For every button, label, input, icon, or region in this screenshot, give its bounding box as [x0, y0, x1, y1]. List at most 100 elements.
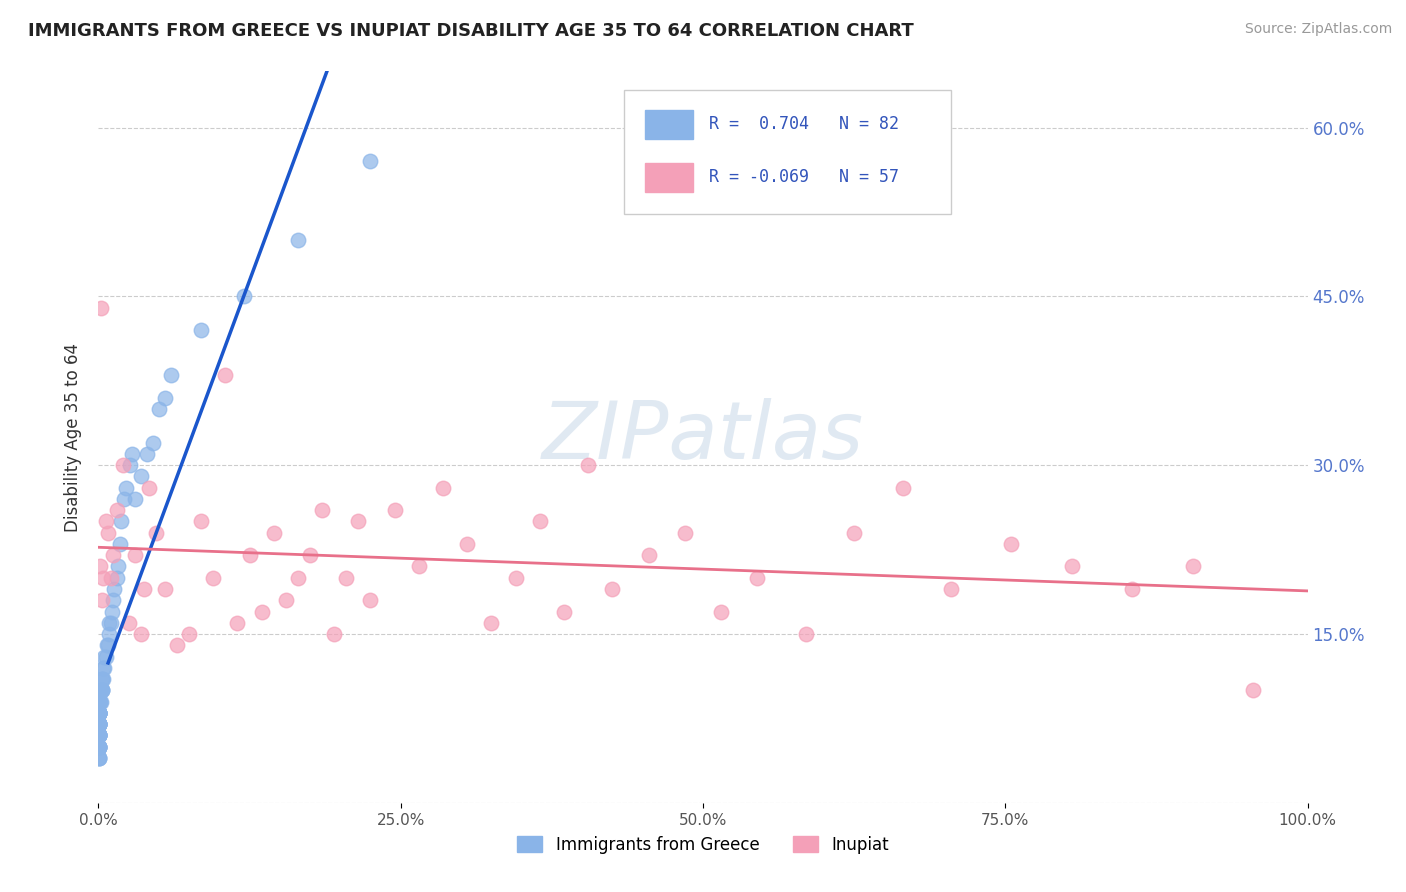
Point [87, 706, 110, 720]
Point [87, 717, 110, 731]
Point [710, 605, 733, 619]
Point [347, 515, 370, 529]
Point [190, 515, 212, 529]
Point [1121, 582, 1143, 596]
Point [87, 751, 110, 765]
Point [121, 447, 143, 461]
Text: R =  0.704   N = 82: R = 0.704 N = 82 [709, 115, 898, 133]
Point [87, 694, 110, 708]
Point [87, 751, 110, 765]
Point [1241, 683, 1264, 698]
Point [98, 615, 121, 630]
Point [335, 571, 357, 585]
Point [87, 706, 110, 720]
Point [105, 571, 128, 585]
Point [148, 401, 170, 416]
Point [232, 289, 254, 303]
Point [91, 593, 114, 607]
Point [87, 717, 110, 731]
Point [673, 525, 696, 540]
Point [98, 627, 121, 641]
Point [87, 694, 110, 708]
Point [190, 323, 212, 337]
Point [87, 717, 110, 731]
Point [90, 301, 112, 315]
Y-axis label: Disability Age 35 to 64: Disability Age 35 to 64 [65, 343, 83, 532]
Point [94, 649, 117, 664]
Point [138, 481, 160, 495]
Point [153, 391, 176, 405]
Point [250, 605, 273, 619]
Point [576, 458, 599, 473]
Point [87, 717, 110, 731]
Point [110, 515, 132, 529]
Point [100, 571, 122, 585]
Point [91, 683, 114, 698]
Point [1060, 559, 1083, 574]
Point [87, 706, 110, 720]
Text: R = -0.069   N = 57: R = -0.069 N = 57 [709, 168, 898, 186]
Point [118, 615, 141, 630]
Point [91, 672, 114, 686]
Point [844, 525, 866, 540]
Text: IMMIGRANTS FROM GREECE VS INUPIAT DISABILITY AGE 35 TO 64 CORRELATION CHART: IMMIGRANTS FROM GREECE VS INUPIAT DISABI… [28, 22, 914, 40]
Point [87, 706, 110, 720]
Point [87, 728, 110, 742]
Legend: Immigrants from Greece, Inupiat: Immigrants from Greece, Inupiat [510, 829, 896, 860]
Point [101, 593, 124, 607]
Point [1000, 537, 1022, 551]
Point [1181, 559, 1204, 574]
Point [97, 525, 120, 540]
Point [87, 751, 110, 765]
Point [89, 694, 111, 708]
Point [100, 605, 122, 619]
Point [107, 559, 129, 574]
Point [87, 706, 110, 720]
Point [179, 627, 201, 641]
Point [408, 559, 430, 574]
Point [214, 368, 236, 383]
Point [939, 582, 962, 596]
Point [134, 582, 156, 596]
Point [432, 481, 454, 495]
Point [91, 661, 114, 675]
Point [91, 683, 114, 698]
Point [274, 593, 297, 607]
Point [529, 515, 551, 529]
Point [287, 233, 309, 247]
Point [481, 615, 503, 630]
Point [553, 605, 575, 619]
Point [287, 571, 309, 585]
Point [87, 694, 110, 708]
Point [87, 706, 110, 720]
Point [87, 739, 110, 754]
Point [91, 672, 114, 686]
Point [87, 739, 110, 754]
Point [93, 649, 115, 664]
Point [105, 503, 128, 517]
Point [87, 739, 110, 754]
Text: Source: ZipAtlas.com: Source: ZipAtlas.com [1244, 22, 1392, 37]
Point [91, 683, 114, 698]
Bar [645, 163, 693, 192]
Text: ZIPatlas: ZIPatlas [541, 398, 865, 476]
Point [87, 739, 110, 754]
Point [87, 728, 110, 742]
Point [96, 638, 118, 652]
Point [311, 503, 333, 517]
Point [360, 154, 382, 169]
Point [90, 683, 112, 698]
Point [124, 548, 146, 562]
Point [145, 525, 167, 540]
Bar [645, 110, 693, 139]
Point [87, 728, 110, 742]
Point [112, 491, 135, 506]
Point [166, 638, 188, 652]
Point [142, 435, 165, 450]
Point [111, 458, 134, 473]
Point [90, 694, 112, 708]
Point [323, 627, 346, 641]
Point [505, 571, 527, 585]
Point [87, 717, 110, 731]
Point [87, 706, 110, 720]
